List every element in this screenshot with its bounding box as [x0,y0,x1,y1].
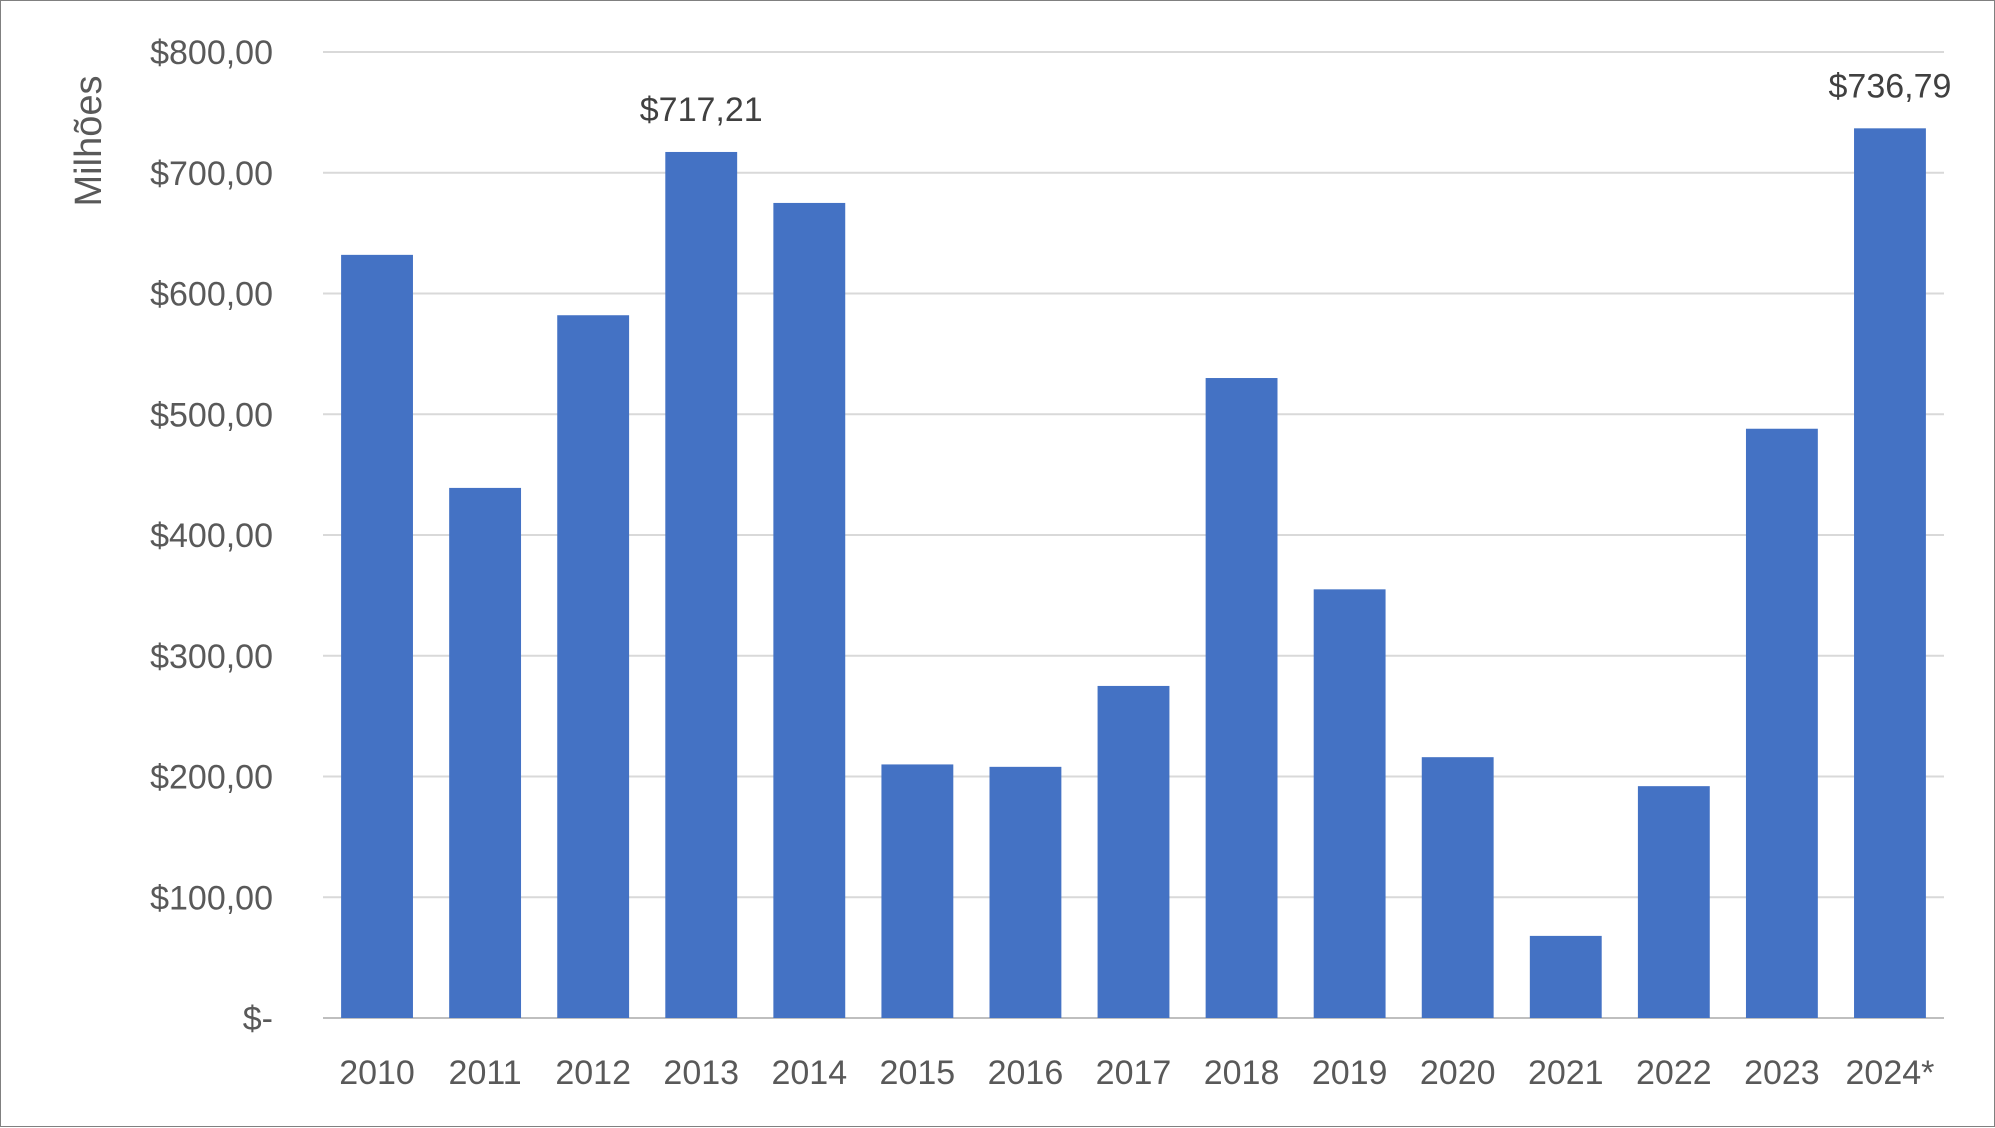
bar [1637,786,1710,1018]
data-label: $717,21 [640,91,763,129]
x-tick-label: 2017 [1096,1054,1172,1092]
data-label: $736,79 [1829,67,1952,105]
x-tick-label: 2015 [880,1054,956,1092]
x-axis-tick-labels: 2010 2011 2012 2013 2014 2015 2016 2017 2018 2019… [339,1054,1934,1092]
y-axis-title: Milhões [68,76,110,207]
bar [1529,935,1602,1018]
x-tick-label: 2014 [771,1054,847,1092]
x-tick-label: 2013 [663,1054,739,1092]
x-tick-label: 2010 [339,1054,415,1092]
bar [989,766,1062,1018]
y-tick-label: $800,00 [150,34,273,72]
y-tick-label: $200,00 [150,759,273,797]
bar [1097,685,1170,1018]
x-tick-label: 2011 [449,1054,522,1092]
y-tick-label: $400,00 [150,517,273,555]
y-tick-label: $- [243,1000,273,1038]
y-tick-label: $100,00 [150,879,273,917]
x-tick-label: 2012 [555,1054,631,1092]
data-labels: $717,21 $736,79 [640,67,1952,129]
bar [1745,428,1818,1018]
bar [341,254,413,1019]
y-tick-label: $300,00 [150,638,273,676]
x-tick-label: 2023 [1744,1054,1820,1092]
y-tick-label: $600,00 [150,276,273,314]
bar [449,487,522,1019]
bar [665,151,738,1018]
bar [1421,757,1494,1018]
y-tick-label: $700,00 [150,155,273,193]
y-tick-label: $500,00 [150,396,273,434]
bar [557,315,630,1018]
x-tick-label: 2024* [1846,1054,1935,1092]
bar [1854,128,1926,1019]
x-tick-label: 2021 [1528,1054,1604,1092]
x-tick-label: 2020 [1420,1054,1496,1092]
y-axis-tick-labels: $- $100,00 $200,00 $300,00 $400,00 $500,00 $60… [150,34,273,1038]
bar [773,202,846,1018]
x-tick-label: 2018 [1204,1054,1280,1092]
bars [341,128,1926,1019]
bar [1313,589,1386,1018]
x-tick-label: 2016 [988,1054,1064,1092]
x-tick-label: 2022 [1636,1054,1712,1092]
bar [1205,378,1278,1018]
x-tick-label: 2019 [1312,1054,1388,1092]
bar [881,764,954,1018]
